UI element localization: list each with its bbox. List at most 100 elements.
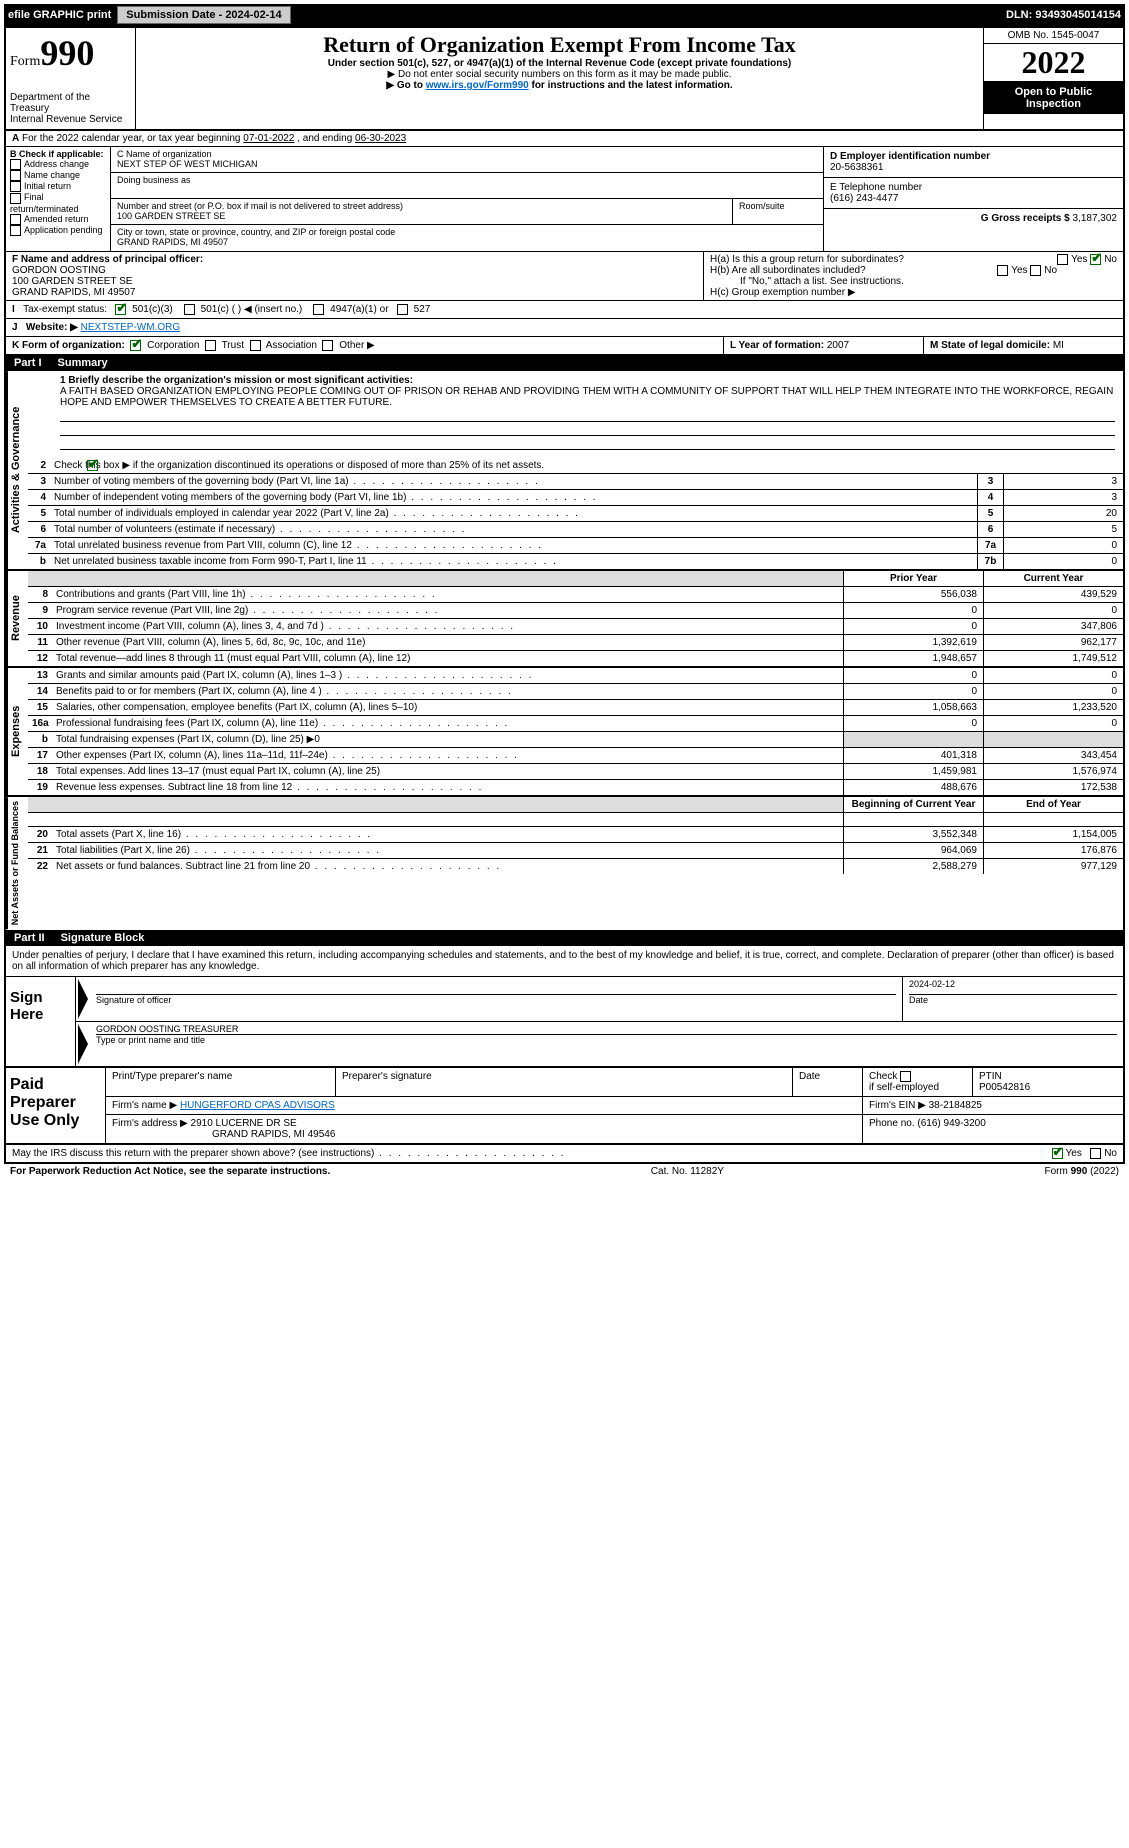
a-text-2: , and ending <box>297 133 355 144</box>
l18-prior: 1,459,981 <box>843 764 983 779</box>
firm-name-link[interactable]: HUNGERFORD CPAS ADVISORS <box>180 1100 335 1111</box>
l7b-value: 0 <box>1003 554 1123 569</box>
footer-mid: Cat. No. 11282Y <box>651 1166 724 1177</box>
mission-q: 1 Briefly describe the organization's mi… <box>60 375 413 386</box>
l9-current: 0 <box>983 603 1123 618</box>
part1-label: Part I <box>14 357 42 369</box>
cb-name-change[interactable] <box>10 170 21 181</box>
cb-501c[interactable] <box>184 304 195 315</box>
submission-date-button[interactable]: Submission Date - 2024-02-14 <box>117 6 290 24</box>
firm-ein-label: Firm's EIN ▶ <box>869 1100 926 1111</box>
f-label: F Name and address of principal officer: <box>12 254 697 265</box>
cb-self-employed[interactable] <box>900 1071 911 1082</box>
footer-right: Form 990 (2022) <box>1045 1166 1119 1177</box>
blank-line <box>60 408 1115 422</box>
cb-discuss-yes[interactable]: ✔ <box>1052 1148 1063 1159</box>
l18-current: 1,576,974 <box>983 764 1123 779</box>
ha-yes: Yes <box>1071 254 1087 265</box>
cb-initial-return[interactable] <box>10 181 21 192</box>
omb-number: OMB No. 1545-0047 <box>984 28 1123 44</box>
cb-assoc[interactable] <box>250 340 261 351</box>
cb-501c3[interactable]: ✔ <box>115 304 126 315</box>
paid-ptin: P00542816 <box>979 1082 1030 1093</box>
side-expenses: Expenses <box>6 668 28 795</box>
c-addr-label: Number and street (or P.O. box if mail i… <box>117 201 726 211</box>
l10-text: Investment income (Part VIII, column (A)… <box>52 619 843 634</box>
l21-text: Total liabilities (Part X, line 26) <box>52 843 843 858</box>
goto-prefix: ▶ Go to <box>386 80 425 91</box>
l6-text: Total number of volunteers (estimate if … <box>50 522 977 537</box>
sig-name-value: GORDON OOSTING TREASURER <box>96 1024 1117 1035</box>
l15-prior: 1,058,663 <box>843 700 983 715</box>
l9-text: Program service revenue (Part VIII, line… <box>52 603 843 618</box>
cb-ha-no[interactable]: ✔ <box>1090 254 1101 265</box>
j-label: Website: ▶ <box>26 322 78 333</box>
cb-hb-no[interactable] <box>1030 265 1041 276</box>
c-city-label: City or town, state or province, country… <box>117 227 817 237</box>
head-begin: Beginning of Current Year <box>843 797 983 812</box>
l-label: L Year of formation: <box>730 340 824 351</box>
l14-prior: 0 <box>843 684 983 699</box>
l11-text: Other revenue (Part VIII, column (A), li… <box>52 635 843 650</box>
cb-trust[interactable] <box>205 340 216 351</box>
l16a-current: 0 <box>983 716 1123 731</box>
l12-text: Total revenue—add lines 8 through 11 (mu… <box>52 651 843 666</box>
arrow-icon <box>78 979 88 1019</box>
f-name: GORDON OOSTING <box>12 265 697 276</box>
cb-hb-yes[interactable] <box>997 265 1008 276</box>
l11-current: 962,177 <box>983 635 1123 650</box>
opt-initial-return: Initial return <box>24 181 71 191</box>
blank-line <box>60 422 1115 436</box>
cb-4947[interactable] <box>313 304 324 315</box>
cb-discontinued[interactable]: ✔ <box>87 460 98 471</box>
l12-current: 1,749,512 <box>983 651 1123 666</box>
firm-addr-label: Firm's address ▶ <box>112 1118 188 1129</box>
a-text-1: For the 2022 calendar year, or tax year … <box>22 133 243 144</box>
l22-prior: 2,588,279 <box>843 859 983 874</box>
c-org-name: NEXT STEP OF WEST MICHIGAN <box>117 159 817 169</box>
discuss-q: May the IRS discuss this return with the… <box>12 1148 566 1159</box>
l20-current: 1,154,005 <box>983 827 1123 842</box>
cb-application-pending[interactable] <box>10 225 21 236</box>
m-value: MI <box>1053 340 1064 351</box>
side-net-assets: Net Assets or Fund Balances <box>6 797 28 929</box>
ha-label: H(a) Is this a group return for subordin… <box>710 254 904 265</box>
mission-text: A FAITH BASED ORGANIZATION EMPLOYING PEO… <box>60 386 1113 408</box>
part1-title: Summary <box>58 357 108 369</box>
footer-left: For Paperwork Reduction Act Notice, see … <box>10 1166 330 1177</box>
head-current: Current Year <box>983 571 1123 586</box>
cb-discuss-no[interactable] <box>1090 1148 1101 1159</box>
k-o4: Other ▶ <box>339 340 374 351</box>
l4-value: 3 <box>1003 490 1123 505</box>
discuss-no: No <box>1104 1148 1117 1159</box>
cb-ha-yes[interactable] <box>1057 254 1068 265</box>
cb-other[interactable] <box>322 340 333 351</box>
c-addr-value: 100 GARDEN STREET SE <box>117 211 726 221</box>
head-end: End of Year <box>983 797 1123 812</box>
head-prior: Prior Year <box>843 571 983 586</box>
irs-label: Internal Revenue Service <box>10 114 131 125</box>
k-o1: Corporation <box>147 340 199 351</box>
l21-current: 176,876 <box>983 843 1123 858</box>
a-begin-date: 07-01-2022 <box>243 133 294 144</box>
goto-suffix: for instructions and the latest informat… <box>529 80 733 91</box>
cb-corp[interactable]: ✔ <box>130 340 141 351</box>
cb-final-return[interactable] <box>10 193 21 204</box>
c-city-value: GRAND RAPIDS, MI 49507 <box>117 237 817 247</box>
side-revenue: Revenue <box>6 571 28 666</box>
cb-address-change[interactable] <box>10 159 21 170</box>
j-website-link[interactable]: NEXTSTEP-WM.ORG <box>81 322 180 333</box>
efile-label: efile GRAPHIC print <box>8 9 111 21</box>
l7b-text: Net unrelated business taxable income fr… <box>50 554 977 569</box>
l6-value: 5 <box>1003 522 1123 537</box>
m-label: M State of legal domicile: <box>930 340 1050 351</box>
cb-527[interactable] <box>397 304 408 315</box>
firm-phone-value: (616) 949-3200 <box>917 1118 985 1129</box>
cb-amended-return[interactable] <box>10 214 21 225</box>
firm-ein-value: 38-2184825 <box>929 1100 982 1111</box>
paid-h4b: if self-employed <box>869 1082 939 1093</box>
irs-link[interactable]: www.irs.gov/Form990 <box>426 80 529 91</box>
l18-text: Total expenses. Add lines 13–17 (must eq… <box>52 764 843 779</box>
b-title: B Check if applicable: <box>10 149 106 159</box>
c-room-label: Room/suite <box>733 199 823 224</box>
